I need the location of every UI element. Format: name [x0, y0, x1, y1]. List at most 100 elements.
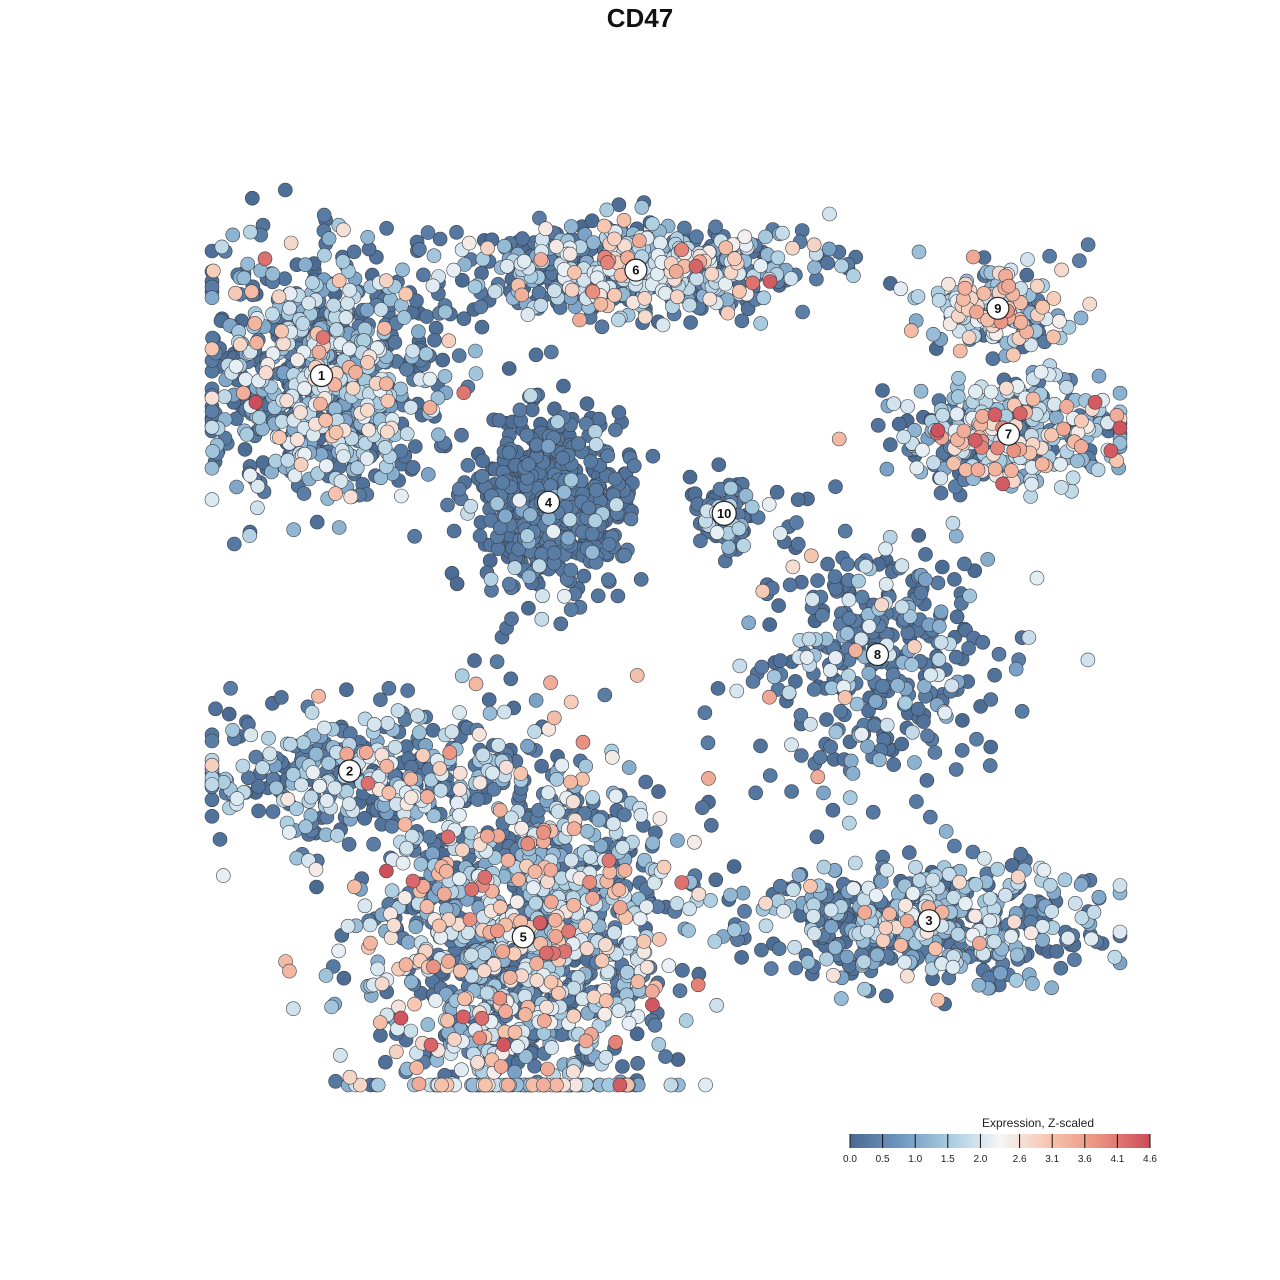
scatter-point: [308, 862, 324, 877]
scatter-point: [816, 859, 832, 875]
scatter-point: [378, 1054, 393, 1070]
scatter-point: [947, 838, 962, 854]
scatter-point: [894, 558, 910, 574]
scatter-point: [598, 1050, 614, 1065]
scatter-point: [420, 225, 436, 240]
scatter-point: [651, 1037, 667, 1052]
scatter-point: [363, 935, 378, 951]
scatter-point: [954, 743, 970, 758]
scatter-point: [419, 309, 435, 324]
scatter-point: [395, 262, 410, 278]
scatter-point: [437, 369, 453, 384]
scatter-point: [772, 526, 788, 541]
scatter-point: [328, 425, 344, 440]
scatter-point: [971, 977, 987, 993]
scatter-point: [670, 833, 685, 848]
scatter-point: [1010, 869, 1026, 885]
scatter-point: [244, 284, 259, 300]
scatter-point: [1025, 391, 1041, 407]
scatter-point: [374, 976, 390, 992]
scatter-point: [340, 295, 355, 311]
scatter-point: [708, 219, 723, 235]
scatter-point: [504, 611, 519, 627]
scatter-point: [788, 960, 804, 976]
scatter-point: [235, 758, 251, 774]
scatter-point: [481, 692, 497, 708]
scatter-point: [806, 237, 822, 253]
scatter-point: [597, 1006, 613, 1022]
scatter-point: [983, 384, 999, 400]
scatter-point: [933, 470, 949, 486]
scatter-point: [626, 458, 642, 474]
scatter-point: [841, 611, 857, 626]
scatter-point: [407, 996, 422, 1012]
scatter-point: [937, 705, 953, 721]
scatter-point: [533, 297, 549, 313]
scatter-point: [399, 361, 415, 377]
scatter-point: [550, 414, 565, 430]
scatter-point: [467, 279, 483, 295]
scatter-point: [879, 717, 895, 733]
scatter-point: [566, 1008, 582, 1024]
scatter-point: [1036, 862, 1052, 878]
scatter-point: [890, 678, 906, 693]
scatter-point: [470, 792, 486, 807]
scatter-point: [886, 396, 902, 412]
scatter-point: [557, 588, 572, 604]
scatter-point: [373, 1028, 388, 1043]
scatter-point: [482, 705, 498, 721]
scatter-point: [524, 402, 540, 418]
scatter-point: [856, 954, 872, 970]
scatter-point: [874, 597, 890, 613]
scatter-point: [534, 611, 550, 627]
scatter-point: [386, 918, 402, 933]
scatter-point: [776, 903, 791, 919]
scatter-point: [822, 206, 837, 222]
scatter-point: [487, 284, 503, 299]
scatter-point: [1009, 947, 1025, 963]
scatter-point: [401, 934, 416, 950]
scatter-point: [682, 469, 698, 485]
scatter-point: [540, 785, 556, 801]
scatter-point: [455, 842, 470, 858]
scatter-point: [608, 788, 624, 804]
scatter-point: [982, 891, 998, 906]
scatter-point: [204, 808, 220, 824]
scatter-point: [331, 273, 347, 289]
scatter-point: [468, 676, 484, 692]
scatter-point: [513, 766, 529, 781]
scatter-point: [827, 940, 843, 955]
scatter-point: [340, 918, 356, 934]
scatter-point: [693, 533, 708, 549]
scatter-point: [882, 906, 897, 922]
scatter-point: [704, 266, 720, 282]
scatter-point: [737, 229, 753, 245]
scatter-point: [1044, 980, 1059, 996]
scatter-point: [511, 492, 527, 508]
scatter-point: [583, 454, 599, 469]
scatter-point: [931, 652, 947, 667]
scatter-point: [512, 402, 528, 418]
scatter-point: [584, 544, 600, 560]
scatter-point: [452, 807, 467, 823]
scatter-point: [615, 840, 630, 855]
scatter-point: [290, 352, 305, 368]
scatter-point: [584, 213, 600, 229]
scatter-point: [878, 920, 894, 936]
scatter-point: [594, 953, 610, 969]
scatter-point: [1053, 456, 1068, 472]
scatter-point: [967, 563, 983, 579]
scatter-point: [633, 807, 649, 823]
scatter-point: [336, 970, 352, 986]
scatter-point: [861, 665, 877, 681]
scatter-point: [338, 310, 354, 325]
scatter-point: [604, 750, 620, 765]
scatter-point: [409, 1060, 425, 1075]
scatter-point: [403, 399, 419, 415]
scatter-point: [399, 840, 415, 856]
scatter-point: [820, 556, 835, 572]
scatter-point: [898, 898, 913, 913]
scatter-point: [922, 809, 938, 825]
scatter-point: [452, 871, 467, 887]
scatter-point: [629, 1026, 645, 1042]
